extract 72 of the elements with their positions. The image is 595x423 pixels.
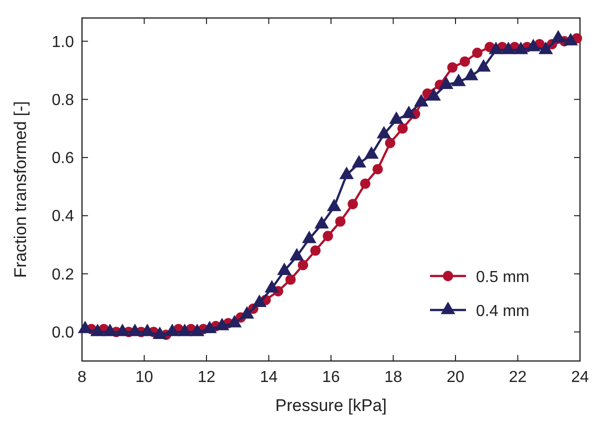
point: [115, 324, 130, 336]
point: [460, 56, 470, 67]
x-tick-label: 8: [78, 369, 87, 386]
point: [152, 326, 168, 339]
point: [414, 94, 428, 106]
point: [227, 314, 242, 328]
x-tick-label: 20: [446, 369, 464, 386]
point: [190, 324, 204, 336]
point: [514, 42, 528, 54]
point: [78, 320, 92, 334]
point: [102, 324, 118, 336]
x-tick-label: 18: [384, 369, 402, 386]
x-tick-label: 12: [198, 369, 216, 386]
point: [326, 198, 342, 212]
point: [335, 216, 346, 227]
x-tick-label: 10: [135, 369, 154, 386]
point: [128, 324, 142, 336]
point: [389, 111, 404, 124]
point: [285, 274, 296, 285]
point: [438, 76, 454, 90]
point: [240, 306, 254, 319]
point: [302, 230, 316, 244]
x-axis-title: Pressure [kPa]: [275, 396, 387, 415]
point: [90, 324, 105, 336]
point: [563, 32, 578, 46]
x-tick-label: 16: [322, 369, 340, 386]
legend-label: 0.5 mm: [476, 269, 530, 286]
point: [551, 30, 566, 43]
point: [348, 198, 358, 210]
x-tick-label: 14: [260, 369, 278, 386]
point: [277, 262, 292, 276]
point: [451, 74, 466, 86]
point: [538, 42, 553, 54]
y-tick-label: 0.6: [52, 150, 74, 168]
point: [397, 123, 408, 134]
point: [447, 62, 458, 73]
x-tick-label: 22: [508, 369, 527, 386]
point: [298, 260, 308, 270]
x-tick-label: 24: [571, 369, 589, 386]
point: [360, 178, 370, 189]
point: [464, 68, 478, 80]
point: [376, 126, 392, 138]
point: [352, 155, 366, 168]
point: [364, 146, 379, 159]
y-tick-label: 0.4: [52, 208, 74, 226]
y-tick-label: 1.0: [52, 34, 74, 51]
point: [264, 280, 280, 292]
point: [339, 166, 354, 180]
point: [202, 320, 217, 334]
point: [372, 164, 383, 174]
point: [310, 245, 321, 256]
point: [252, 294, 267, 308]
point: [178, 324, 192, 336]
point: [402, 106, 416, 118]
point: [472, 48, 482, 58]
point: [165, 324, 180, 336]
legend-label: 0.4 mm: [476, 303, 530, 320]
point: [501, 42, 516, 54]
point: [526, 38, 541, 52]
y-tick-label: 0.2: [52, 266, 74, 284]
point: [488, 42, 504, 54]
point: [476, 59, 491, 72]
y-axis-title: Fraction transformed [-]: [11, 101, 30, 278]
y-tick-label: 0.0: [52, 324, 74, 342]
point: [290, 248, 304, 261]
point: [140, 324, 155, 336]
point: [214, 318, 230, 330]
point: [314, 216, 329, 229]
point: [384, 138, 396, 148]
point: [426, 88, 441, 101]
y-tick-label: 0.8: [52, 92, 74, 109]
point: [322, 230, 334, 242]
